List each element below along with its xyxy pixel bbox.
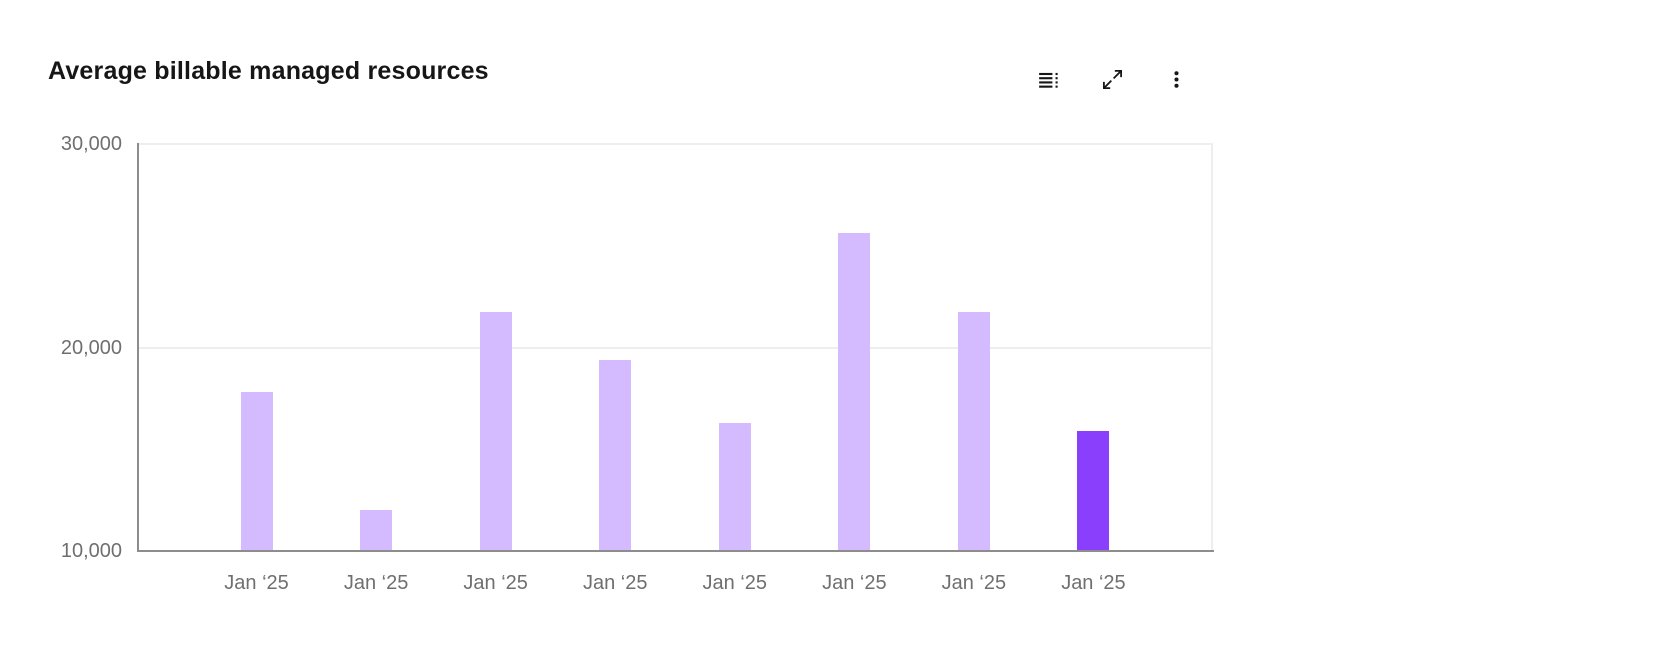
expand-fullscreen-button[interactable] — [1086, 53, 1138, 105]
bar[interactable] — [718, 422, 751, 550]
show-data-table-button[interactable] — [1022, 53, 1074, 105]
data-table-icon — [1036, 67, 1061, 92]
expand-icon — [1100, 67, 1125, 92]
x-axis-tick-label: Jan ‘25 — [224, 572, 289, 594]
bar[interactable] — [957, 311, 990, 550]
y-gridline — [137, 346, 1213, 349]
y-gridline — [137, 143, 1213, 145]
y-axis-tick-label: 30,000 — [60, 133, 122, 155]
bar[interactable] — [479, 311, 512, 550]
overflow-menu-icon — [1164, 67, 1189, 92]
y-axis-line — [137, 143, 139, 552]
x-axis-tick-label: Jan ‘25 — [343, 572, 409, 594]
y-axis-tick-label: 10,000 — [60, 540, 122, 562]
x-axis-tick-label: Jan ‘25 — [582, 572, 648, 594]
bar[interactable] — [360, 510, 393, 550]
plot-right-border — [1211, 143, 1213, 551]
x-axis-tick-label: Jan ‘25 — [941, 572, 1007, 594]
chart-title: Average billable managed resources — [48, 57, 489, 85]
x-axis-tick-label: Jan ‘25 — [1061, 572, 1126, 594]
bar[interactable] — [599, 359, 632, 550]
x-axis-tick-label: Jan ‘25 — [463, 572, 528, 594]
x-axis-tick-label: Jan ‘25 — [822, 572, 887, 594]
bar[interactable] — [240, 392, 273, 550]
y-axis-tick-label: 20,000 — [60, 336, 122, 359]
bar[interactable] — [1077, 430, 1110, 550]
x-axis-line — [137, 550, 1214, 552]
chart-toolbar — [1022, 53, 1202, 105]
bar[interactable] — [838, 232, 871, 550]
overflow-menu-button[interactable] — [1150, 53, 1202, 105]
x-axis-tick-label: Jan ‘25 — [702, 572, 768, 594]
